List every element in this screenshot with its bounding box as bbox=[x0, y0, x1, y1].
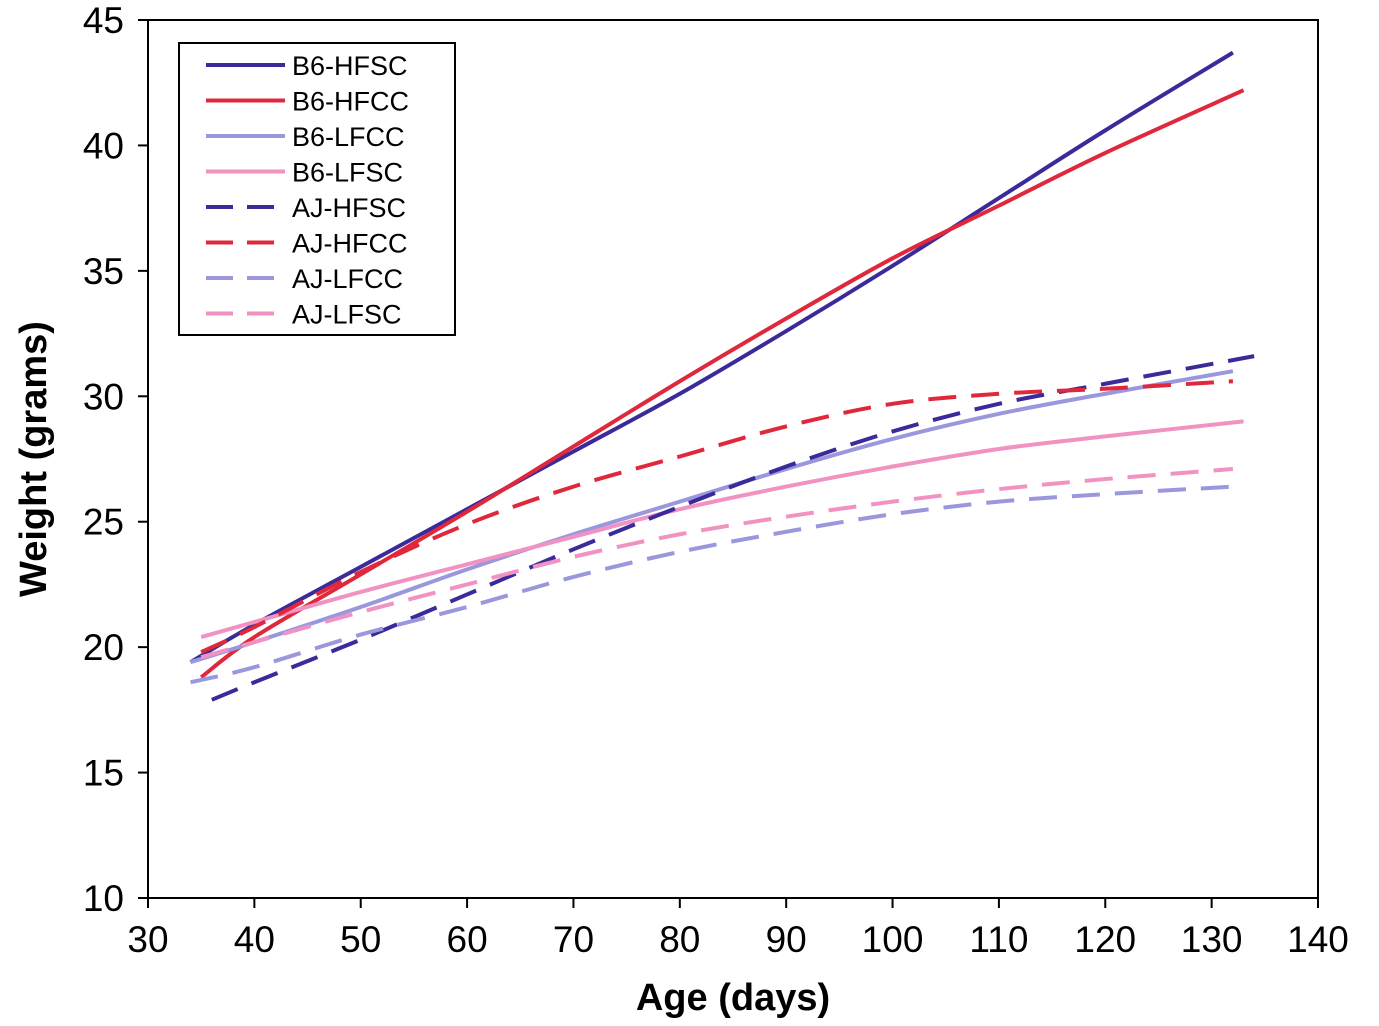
x-tick-label: 100 bbox=[862, 919, 924, 960]
x-tick-label: 90 bbox=[766, 919, 807, 960]
y-tick-label: 30 bbox=[83, 376, 124, 417]
legend-label: AJ-HFCC bbox=[292, 229, 408, 259]
legend-label: B6-HFSC bbox=[292, 51, 408, 81]
series-line-aj-lfsc bbox=[200, 467, 1234, 660]
legend-label: B6-LFCC bbox=[292, 122, 405, 152]
y-axis-title: Weight (grams) bbox=[13, 321, 55, 597]
y-tick-label: 15 bbox=[83, 753, 124, 794]
y-tick-label: 20 bbox=[83, 627, 124, 668]
series-line-aj-hfsc bbox=[211, 354, 1255, 702]
y-tick-label: 40 bbox=[83, 125, 124, 166]
y-tick-label: 25 bbox=[83, 502, 124, 543]
legend-label: B6-HFCC bbox=[292, 87, 409, 117]
y-tick-label: 10 bbox=[83, 878, 124, 919]
legend-label: AJ-LFSC bbox=[292, 300, 402, 330]
x-tick-label: 130 bbox=[1181, 919, 1243, 960]
x-tick-label: 140 bbox=[1287, 919, 1349, 960]
series-line-b6-hfsc bbox=[189, 50, 1234, 664]
x-axis-title: Age (days) bbox=[636, 977, 830, 1019]
y-tick-label: 35 bbox=[83, 251, 124, 292]
series-line-b6-lfsc bbox=[200, 419, 1244, 640]
y-axis-ticks: 10 15 20 25 30 35 40 45 bbox=[83, 0, 148, 919]
plot-frame bbox=[147, 19, 1319, 899]
x-tick-label: 70 bbox=[553, 919, 594, 960]
y-tick-label: 45 bbox=[83, 0, 124, 41]
x-tick-label: 110 bbox=[969, 919, 1028, 960]
series-line-aj-hfcc bbox=[200, 379, 1234, 654]
x-tick-label: 30 bbox=[127, 919, 168, 960]
series-line-b6-lfcc bbox=[189, 369, 1234, 665]
legend-label: AJ-LFCC bbox=[292, 264, 403, 294]
x-tick-label: 40 bbox=[234, 919, 275, 960]
legend-label: B6-LFSC bbox=[292, 158, 403, 188]
x-tick-label: 120 bbox=[1074, 919, 1136, 960]
legend-label: AJ-HFSC bbox=[292, 193, 406, 223]
series-line-aj-lfcc bbox=[190, 484, 1234, 685]
x-axis-ticks: 30 40 50 60 70 80 90 100 110 120 130 140 bbox=[127, 898, 1349, 960]
x-tick-label: 80 bbox=[659, 919, 700, 960]
series-line-b6-hfcc bbox=[199, 88, 1245, 679]
x-tick-label: 60 bbox=[447, 919, 488, 960]
series-layer bbox=[189, 50, 1255, 702]
legend-box bbox=[178, 42, 456, 336]
x-tick-label: 50 bbox=[340, 919, 381, 960]
legend: B6-HFSC B6-HFCC B6-LFCC B6-LFSC AJ-HFSC AJ-HF… bbox=[178, 42, 456, 336]
